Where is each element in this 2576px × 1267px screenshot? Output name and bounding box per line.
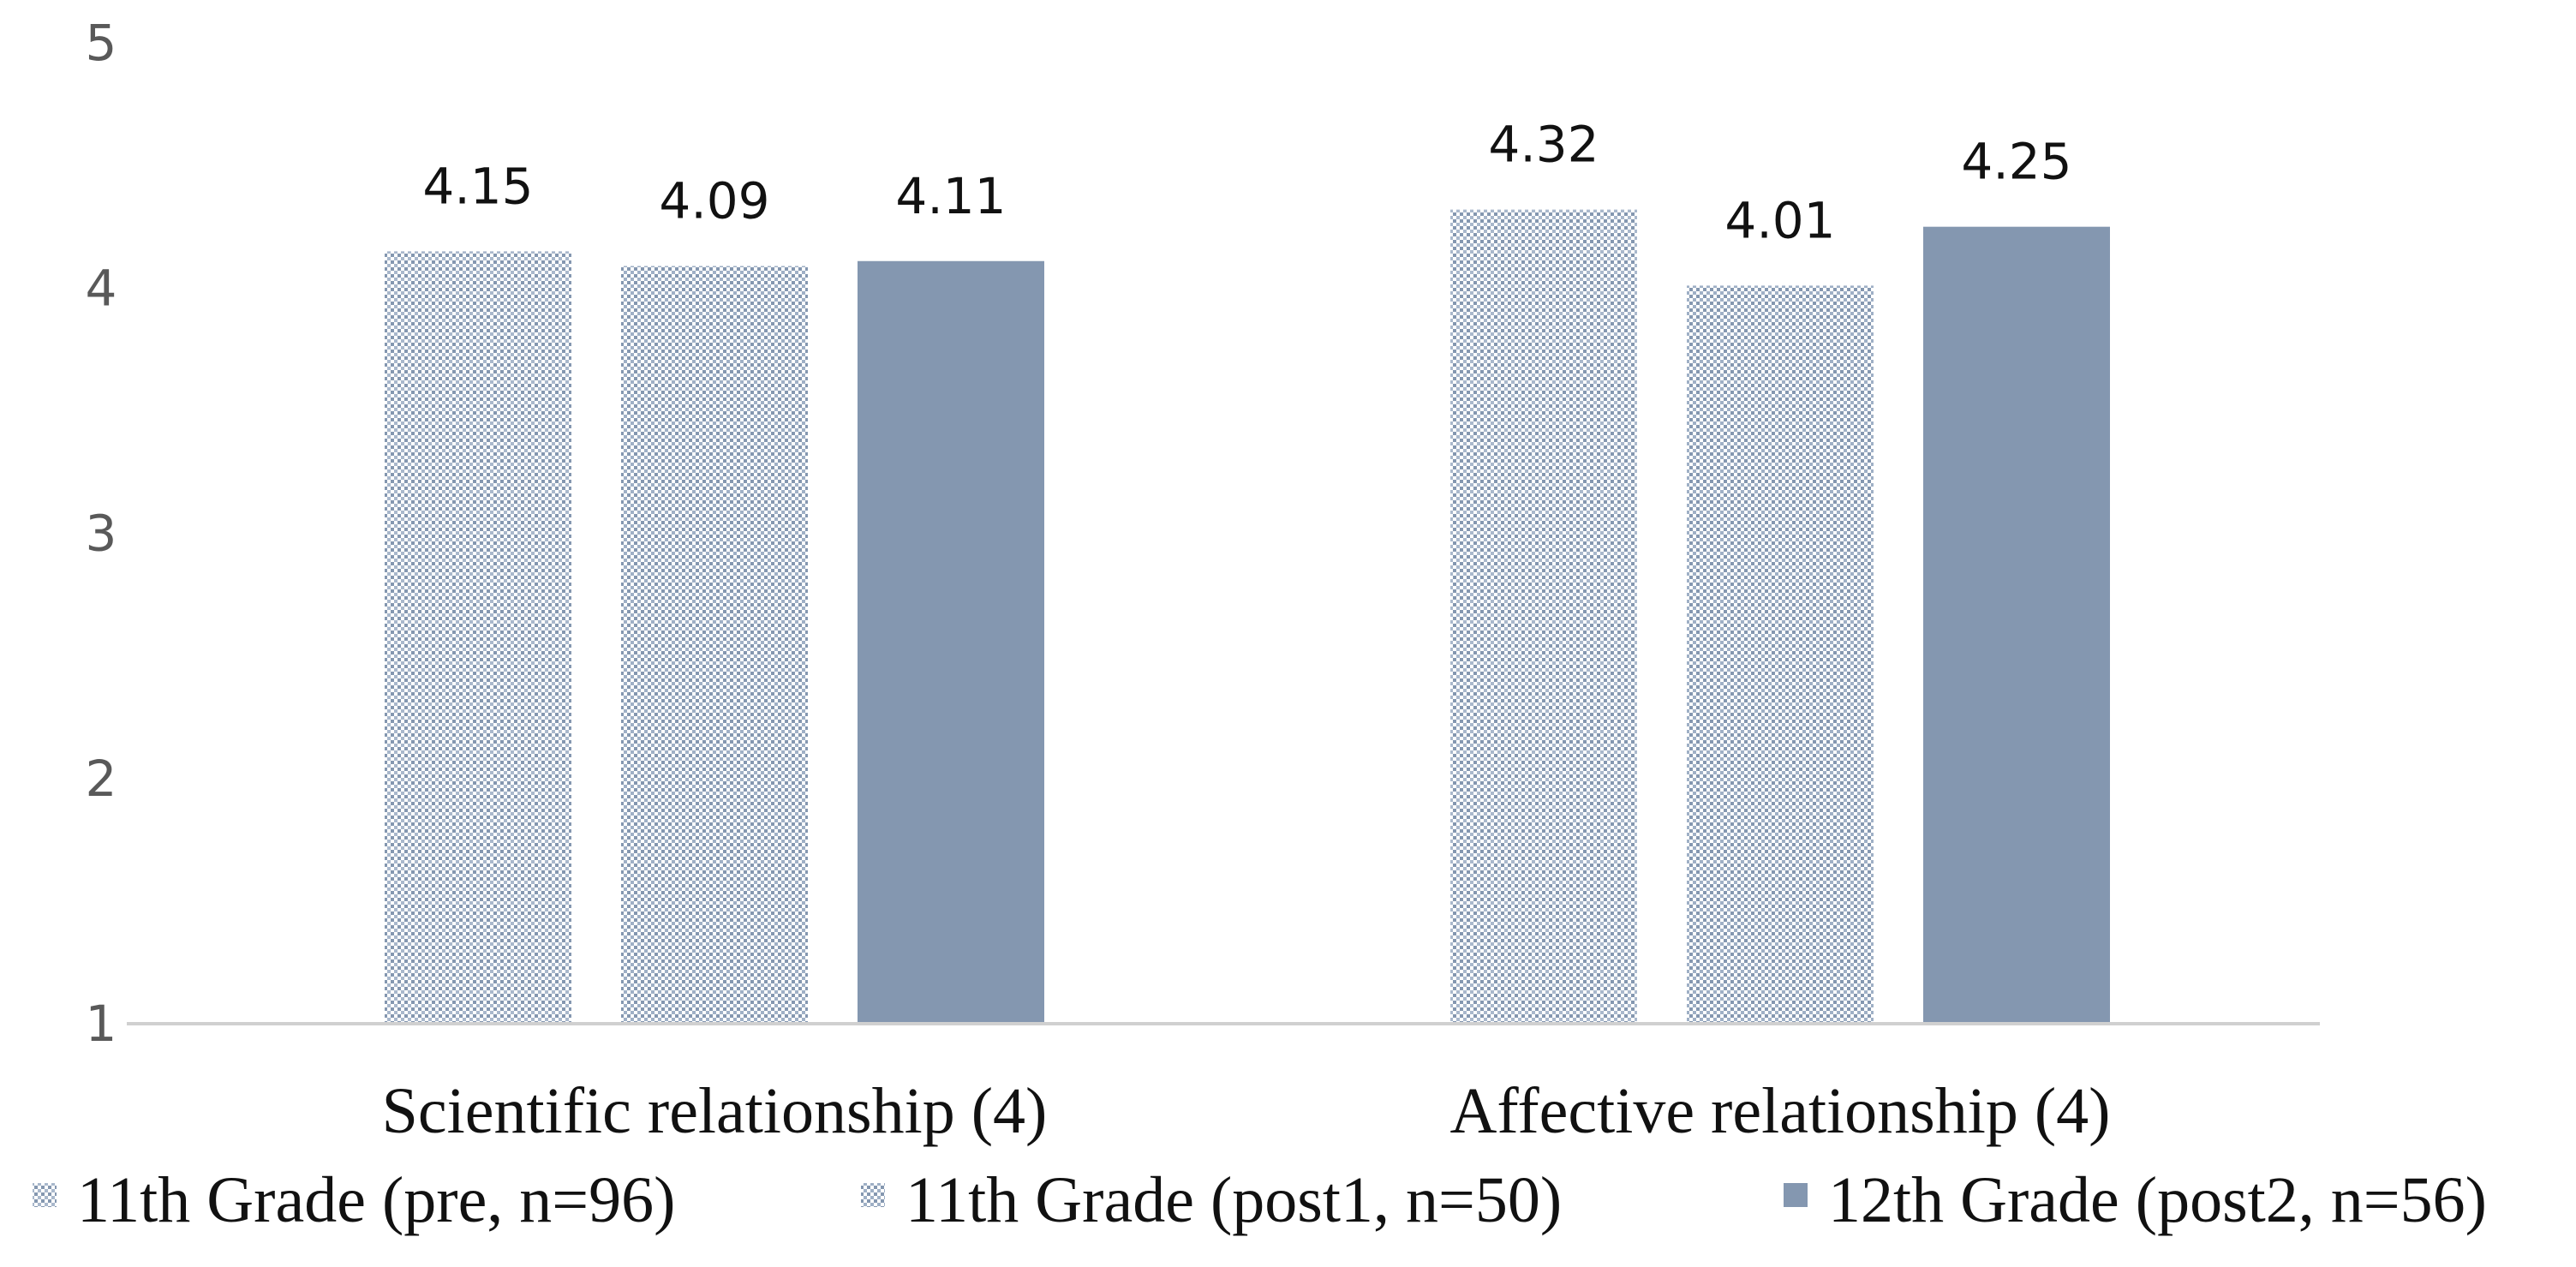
data-label: 4.09 <box>659 171 769 230</box>
x-axis-category-labels: Scientific relationship (4) Affective rel… <box>382 1075 2111 1147</box>
data-label: 4.01 <box>1724 191 1835 249</box>
data-labels: 4.15 4.32 4.09 4.01 4.11 4.25 <box>422 116 2071 250</box>
category-label: Scientific relationship (4) <box>382 1075 1048 1147</box>
legend-label: 11th Grade (pre, n=96) <box>77 1164 675 1236</box>
legend-swatch-solid <box>1784 1183 1808 1207</box>
bar-dotted-1 <box>385 251 571 1024</box>
bar-group <box>385 209 2110 1024</box>
category-label: Affective relationship (4) <box>1450 1075 2111 1147</box>
bar-solid-2 <box>1923 226 2110 1024</box>
legend-label: 11th Grade (post1, n=50) <box>905 1164 1562 1236</box>
bar-dotted-2 <box>1450 209 1637 1024</box>
y-tick-label: 3 <box>86 505 117 563</box>
data-label: 4.32 <box>1488 116 1599 174</box>
bar-solid-1 <box>858 260 1044 1024</box>
legend: 11th Grade (pre, n=96) 11th Grade (post1,… <box>33 1164 2487 1236</box>
y-axis-tick-labels: 1 2 3 4 5 <box>86 14 117 1053</box>
y-tick-label: 5 <box>86 14 117 72</box>
y-tick-label: 1 <box>86 995 117 1053</box>
legend-swatch-dotted <box>33 1183 57 1207</box>
legend-swatch-checker <box>861 1183 885 1207</box>
data-label: 4.11 <box>895 167 1006 225</box>
data-label: 4.15 <box>422 157 533 215</box>
bar-checker-1 <box>621 266 808 1024</box>
data-label: 4.25 <box>1961 133 2071 191</box>
legend-label: 12th Grade (post2, n=56) <box>1828 1164 2487 1236</box>
y-tick-label: 2 <box>86 750 117 808</box>
bar-checker-2 <box>1687 285 1874 1024</box>
y-tick-label: 4 <box>86 259 117 317</box>
